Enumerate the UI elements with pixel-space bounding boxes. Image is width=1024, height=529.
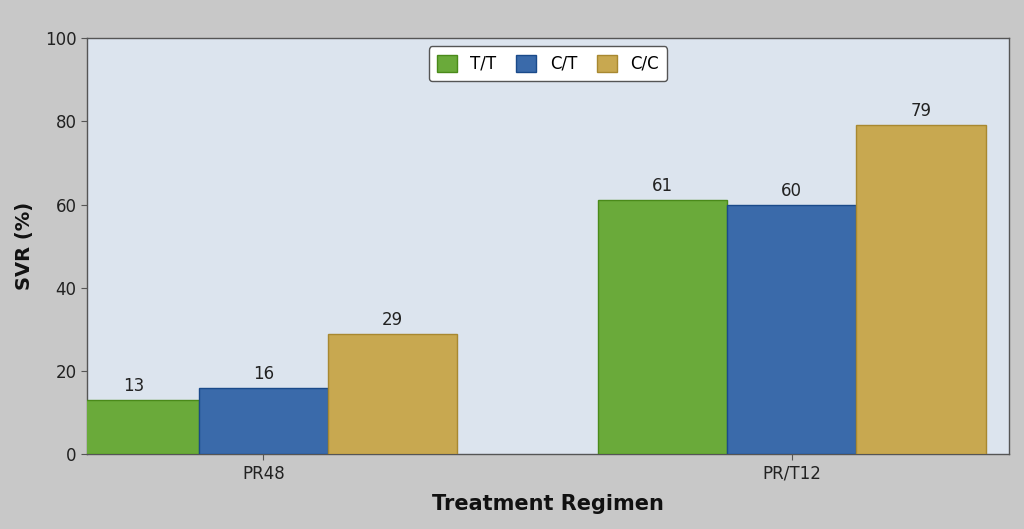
Bar [70, 400, 199, 454]
Text: 61: 61 [652, 177, 673, 195]
Bar [727, 205, 856, 454]
Text: 60: 60 [781, 181, 802, 199]
Bar [328, 334, 457, 454]
Text: 79: 79 [910, 102, 932, 121]
X-axis label: Treatment Regimen: Treatment Regimen [432, 494, 664, 514]
Text: 16: 16 [253, 365, 273, 383]
Y-axis label: SVR (%): SVR (%) [15, 202, 34, 290]
Bar [856, 125, 985, 454]
Text: 29: 29 [382, 311, 403, 329]
Bar [598, 200, 727, 454]
Bar [199, 388, 328, 454]
Legend: T/T, C/T, C/C: T/T, C/T, C/C [429, 46, 668, 81]
Text: 13: 13 [124, 377, 144, 395]
